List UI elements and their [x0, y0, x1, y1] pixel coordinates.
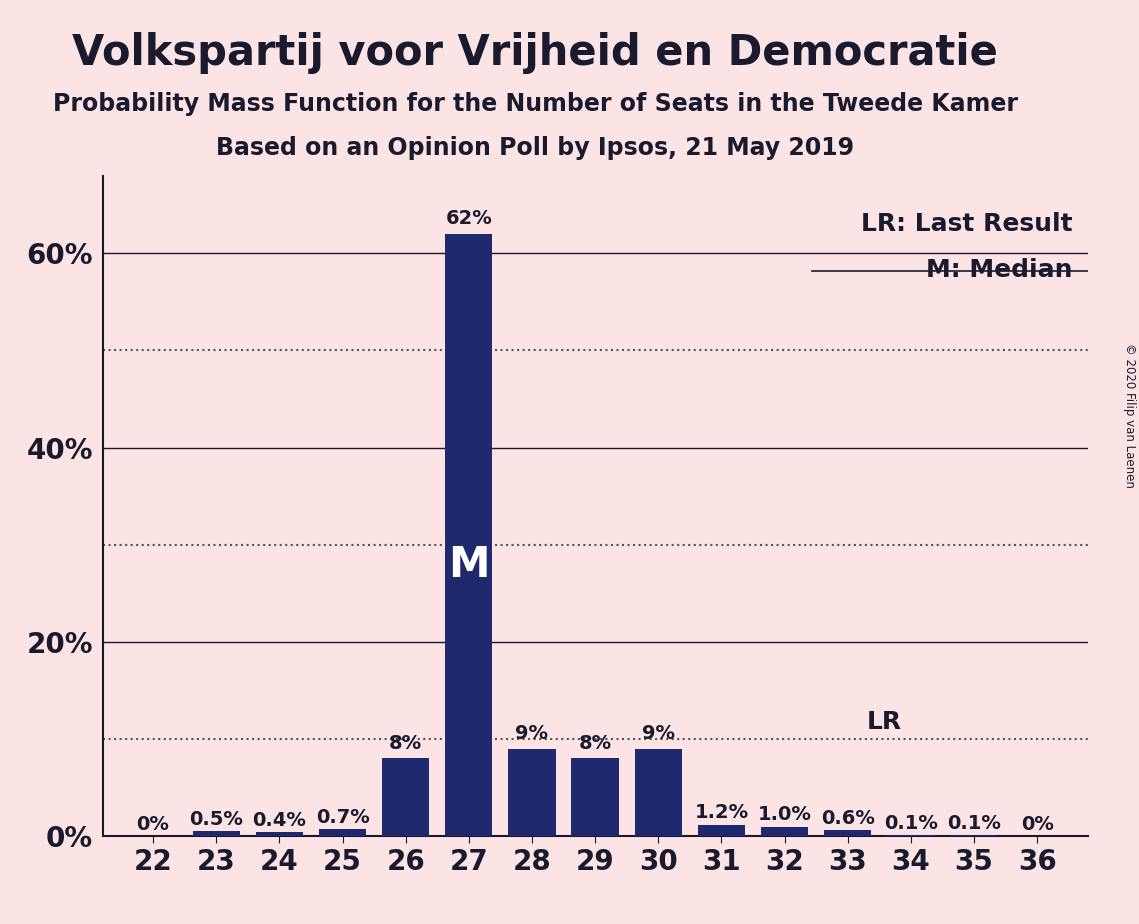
Bar	[445, 234, 492, 836]
Bar	[192, 832, 240, 836]
Bar	[508, 748, 556, 836]
Text: 9%: 9%	[641, 723, 674, 743]
Bar	[255, 833, 303, 836]
Bar	[950, 835, 998, 836]
Text: 0%: 0%	[137, 815, 170, 833]
Bar	[382, 759, 429, 836]
Text: 9%: 9%	[516, 723, 549, 743]
Bar	[761, 826, 809, 836]
Text: M: M	[448, 544, 490, 586]
Bar	[887, 835, 935, 836]
Text: 1.0%: 1.0%	[757, 805, 811, 824]
Text: LR: Last Result: LR: Last Result	[861, 212, 1073, 236]
Bar	[572, 759, 618, 836]
Text: LR: LR	[867, 711, 902, 735]
Bar	[319, 830, 366, 836]
Text: 0.5%: 0.5%	[189, 810, 243, 829]
Text: 8%: 8%	[390, 734, 423, 753]
Text: 1.2%: 1.2%	[695, 803, 748, 822]
Text: © 2020 Filip van Laenen: © 2020 Filip van Laenen	[1123, 344, 1137, 488]
Text: 8%: 8%	[579, 734, 612, 753]
Text: Volkspartij voor Vrijheid en Democratie: Volkspartij voor Vrijheid en Democratie	[73, 32, 998, 74]
Text: 0.6%: 0.6%	[821, 808, 875, 828]
Text: 0.7%: 0.7%	[316, 808, 369, 827]
Text: 0.1%: 0.1%	[884, 814, 937, 833]
Text: Probability Mass Function for the Number of Seats in the Tweede Kamer: Probability Mass Function for the Number…	[52, 92, 1018, 116]
Text: Based on an Opinion Poll by Ipsos, 21 May 2019: Based on an Opinion Poll by Ipsos, 21 Ma…	[216, 136, 854, 160]
Bar	[825, 831, 871, 836]
Text: 0.4%: 0.4%	[253, 811, 306, 830]
Text: 0%: 0%	[1021, 815, 1054, 833]
Text: M: Median: M: Median	[926, 258, 1073, 282]
Text: 0.1%: 0.1%	[948, 814, 1001, 833]
Text: 62%: 62%	[445, 209, 492, 228]
Bar	[698, 824, 745, 836]
Bar	[634, 748, 682, 836]
